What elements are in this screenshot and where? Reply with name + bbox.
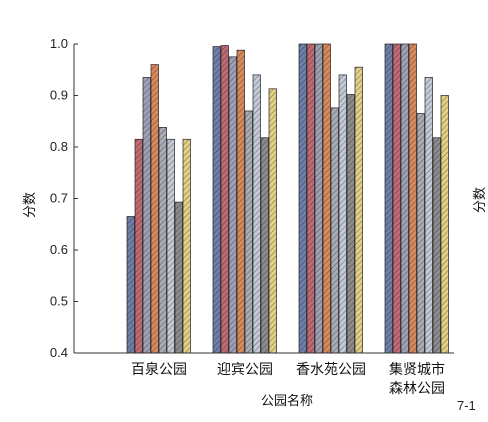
bar-hatch-series7-cat4 — [433, 137, 441, 353]
bar-hatch-series3-cat3 — [315, 44, 323, 353]
bar-hatch-series3-cat4 — [401, 44, 409, 353]
y-tick-label-5: 0.9 — [50, 88, 68, 103]
bar-hatch-series5-cat3 — [331, 107, 339, 353]
bar-hatch-series8-cat2 — [269, 88, 277, 354]
y-tick-label-1: 0.5 — [50, 294, 68, 309]
bar-hatch-series3-cat1 — [143, 77, 151, 353]
bar-hatch-series1-cat3 — [299, 44, 307, 353]
bar-hatch-series6-cat1 — [167, 139, 175, 353]
bars-group — [126, 43, 449, 354]
bar-hatch-series2-cat4 — [393, 44, 401, 353]
cut-off-side-label: 分数 — [473, 187, 488, 213]
y-tick-label-6: 1.0 — [50, 36, 68, 51]
bar-hatch-series2-cat3 — [307, 44, 315, 353]
bar-hatch-series4-cat3 — [323, 44, 331, 353]
bar-hatch-series5-cat4 — [417, 113, 425, 354]
bar-hatch-series2-cat2 — [221, 45, 229, 354]
x-category-label-3: 香水苑公园 — [296, 362, 366, 378]
bar-hatch-series6-cat4 — [425, 77, 433, 353]
bar-hatch-series7-cat1 — [175, 202, 183, 353]
x-category-label-4-line1: 集贤城市 — [389, 361, 445, 378]
bar-hatch-series8-cat1 — [183, 139, 191, 353]
bar-hatch-series3-cat2 — [229, 56, 237, 353]
bar-hatch-series4-cat4 — [409, 44, 417, 353]
bar-hatch-series6-cat3 — [339, 74, 347, 354]
y-tick-label-4: 0.8 — [50, 139, 68, 154]
figure-number: 7-1 — [457, 398, 476, 413]
bar-hatch-series6-cat2 — [253, 74, 261, 354]
y-tick-label-2: 0.6 — [50, 242, 68, 257]
x-category-label-2: 迎宾公园 — [217, 362, 273, 378]
y-tick-label-0: 0.4 — [50, 345, 68, 360]
x-category-label-1: 百泉公园 — [131, 361, 187, 378]
bar-hatch-series5-cat2 — [245, 110, 253, 353]
y-ticks-group: 0.4 0.5 0.6 0.7 0.8 0.9 1.0 — [50, 36, 78, 360]
y-tick-label-3: 0.7 — [50, 191, 68, 206]
x-category-label-4-line2: 森林公园 — [389, 381, 445, 397]
bar-hatch-series7-cat3 — [347, 94, 355, 353]
x-axis-label: 公园名称 — [261, 393, 313, 409]
bar-hatch-series8-cat4 — [441, 95, 449, 353]
bar-hatch-series2-cat1 — [135, 139, 143, 353]
bar-hatch-series5-cat1 — [159, 127, 167, 354]
bar-hatch-series1-cat4 — [385, 44, 393, 353]
bar-hatch-series4-cat1 — [151, 64, 159, 353]
y-axis-label: 分数 — [23, 192, 38, 218]
bar-hatch-series4-cat2 — [237, 50, 245, 354]
bar-hatch-series7-cat2 — [261, 137, 269, 353]
bar-hatch-series8-cat3 — [355, 67, 363, 354]
bar-hatch-series1-cat2 — [213, 46, 221, 353]
bar-hatch-series1-cat1 — [127, 216, 135, 353]
